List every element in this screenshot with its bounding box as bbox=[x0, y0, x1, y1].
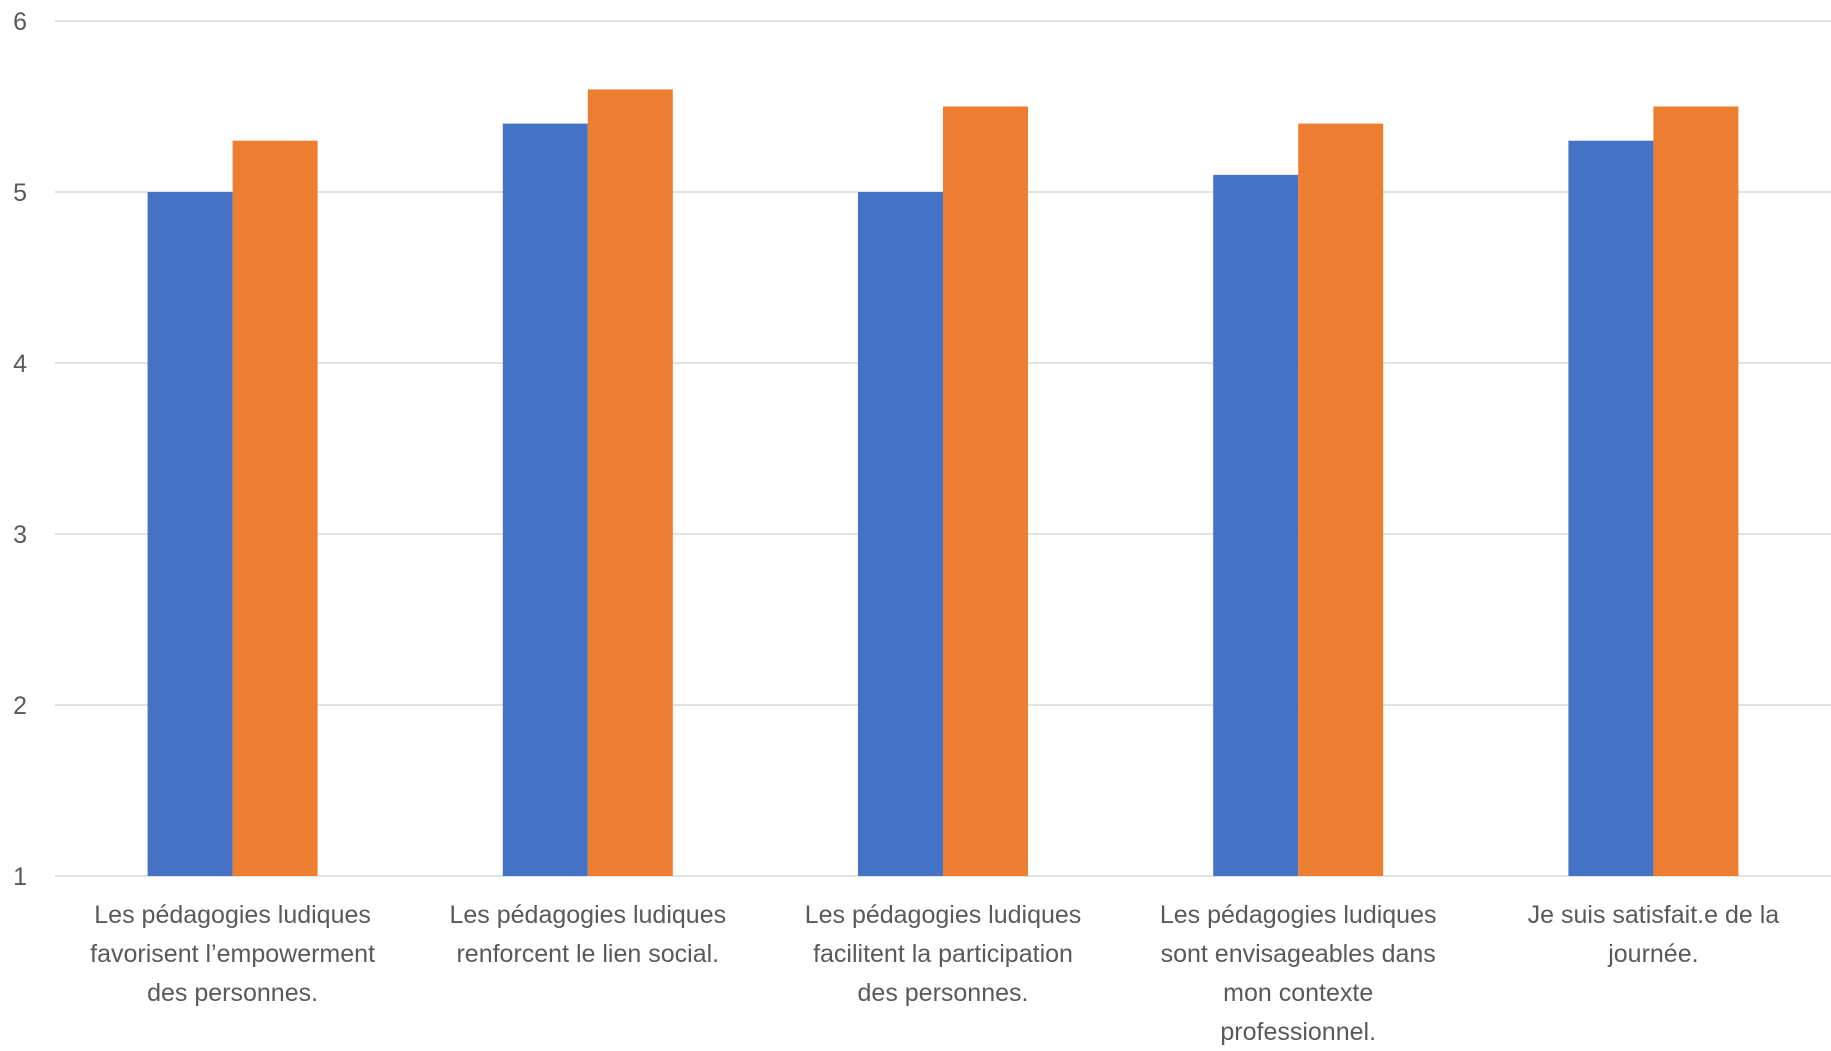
x-category-label-line: journée. bbox=[1607, 940, 1698, 968]
x-category-label-line: Je suis satisfait.e de la bbox=[1528, 901, 1780, 929]
y-tick-label: 2 bbox=[13, 692, 27, 720]
x-category-label-line: Les pédagogies ludiques bbox=[805, 901, 1082, 929]
bar-series-1-category-3 bbox=[858, 192, 943, 876]
x-category-label: Je suis satisfait.e de la journée. bbox=[1528, 901, 1780, 968]
x-category-label-line: facilitent la participation bbox=[813, 940, 1073, 968]
x-category-label: Les pédagogies ludiques renforcent le lie… bbox=[449, 901, 726, 968]
x-category-label: Les pédagogies ludiques facilitent la par… bbox=[805, 901, 1082, 1007]
bar-series-2-category-2 bbox=[587, 89, 673, 876]
x-axis-labels: Les pédagogies ludiques favorisent l’empo… bbox=[90, 901, 1779, 1046]
bar-series-2-category-4 bbox=[1298, 123, 1384, 877]
y-tick-label: 5 bbox=[13, 179, 27, 207]
y-tick-label: 1 bbox=[13, 863, 27, 891]
bar-series-1-category-5 bbox=[1568, 140, 1654, 876]
x-category-label-line: Les pédagogies ludiques bbox=[1160, 901, 1437, 929]
x-category-label-line: mon contexte bbox=[1223, 979, 1373, 1007]
bar-series-1-category-1 bbox=[147, 192, 233, 876]
bar-series-1-category-2 bbox=[502, 123, 588, 877]
y-tick-label: 4 bbox=[13, 350, 27, 378]
bars bbox=[147, 89, 1739, 877]
bar-series-2-category-1 bbox=[232, 140, 318, 876]
x-category-label-line: des personnes. bbox=[858, 979, 1029, 1007]
bar-series-2-category-5 bbox=[1653, 106, 1739, 876]
bar-series-1-category-4 bbox=[1213, 174, 1299, 876]
y-tick-label: 3 bbox=[13, 521, 27, 549]
y-axis-ticks: 1 2 3 4 5 6 bbox=[13, 8, 27, 891]
x-category-label: Les pédagogies ludiques favorisent l’empo… bbox=[90, 901, 375, 1007]
x-category-label-line: Les pédagogies ludiques bbox=[449, 901, 726, 929]
bar-series-2-category-3 bbox=[943, 106, 1028, 876]
x-category-label-line: renforcent le lien social. bbox=[456, 940, 719, 968]
x-category-label-line: des personnes. bbox=[147, 979, 318, 1007]
y-tick-label: 6 bbox=[13, 8, 27, 36]
x-category-label: Les pédagogies ludiques sont envisageable… bbox=[1160, 901, 1437, 1046]
x-category-label-line: Les pédagogies ludiques bbox=[94, 901, 371, 929]
x-category-label-line: sont envisageables dans bbox=[1161, 940, 1436, 968]
x-category-label-line: professionnel. bbox=[1220, 1018, 1376, 1046]
x-category-label-line: favorisent l’empowerment bbox=[90, 940, 375, 968]
